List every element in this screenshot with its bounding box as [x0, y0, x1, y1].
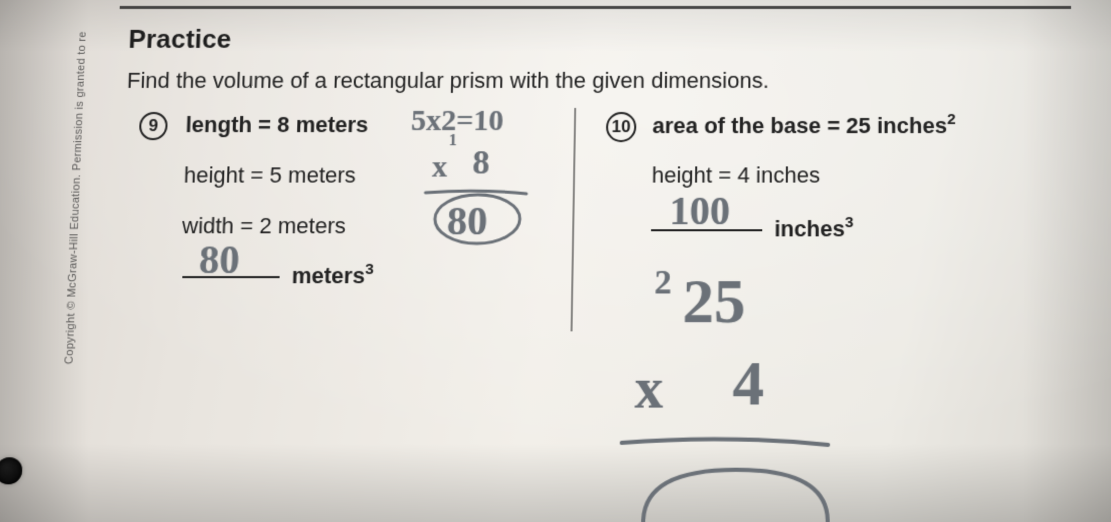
p10-base-exp: 2 [947, 111, 956, 128]
p10-work-times: x [634, 360, 663, 418]
p10-answer-handwritten: 100 [669, 187, 730, 235]
p9-work-line1: 5x2=10 [411, 104, 504, 138]
problem-number-10: 10 [606, 112, 637, 142]
p9-answer-handwritten: 80 [198, 235, 240, 283]
p10-height: height = 4 inches [652, 162, 821, 188]
section-heading: Practice [128, 24, 232, 55]
p9-work-times: x [432, 150, 448, 184]
p10-base-text: area of the base = 25 inches [652, 113, 947, 138]
p10-work-factor: 4 [732, 352, 764, 416]
problem-number-9: 9 [139, 112, 168, 140]
p9-height: height = 5 meters [183, 162, 356, 188]
p10-work-top-exp: 2 [654, 264, 672, 303]
p10-unit-text: inches [774, 216, 845, 241]
hole-punch [0, 457, 23, 484]
column-divider [571, 108, 577, 331]
p9-unit-text: meters [291, 263, 365, 289]
p9-work-factor: 8 [472, 144, 490, 182]
p9-length: length = 8 meters [185, 112, 368, 138]
p10-work-top-num: 25 [682, 270, 746, 333]
p10-base: area of the base = 25 inches2 [652, 112, 955, 140]
p10-answer-unit: inches3 [774, 215, 853, 243]
p9-answer-unit: meters3 [291, 262, 374, 290]
p9-carry-mark: 1 [449, 132, 457, 150]
p10-unit-exp: 3 [845, 214, 854, 231]
instruction-text: Find the volume of a rectangular prism w… [126, 68, 769, 94]
copyright-text: Copyright © McGraw-Hill Education. Permi… [63, 31, 88, 364]
p10-work-underline [613, 432, 838, 451]
p9-result-circle [426, 189, 528, 252]
p10-result-partial-circle [623, 459, 849, 522]
p9-unit-exp: 3 [365, 261, 374, 278]
